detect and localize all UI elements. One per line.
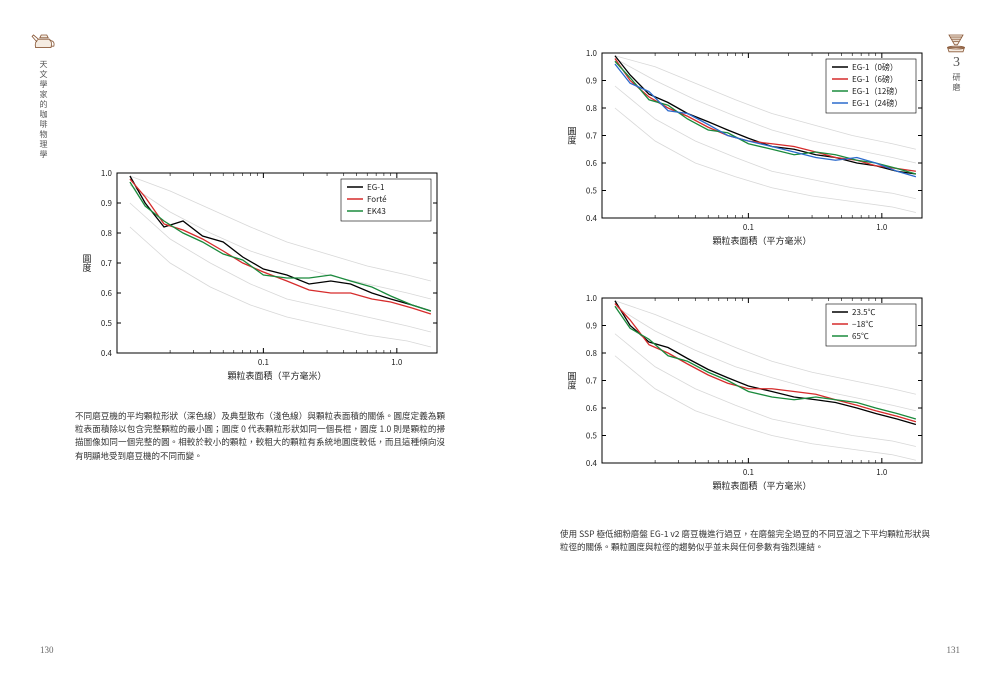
kettle-icon (30, 28, 58, 56)
chart-temperature-comparison: 0.4 0.5 0.6 0.7 0.8 0.9 1.0 0.1 1.0 圓度顆粒表面積（平方毫米）… (560, 290, 930, 495)
svg-text:顆粒表面積（平方毫米）: 顆粒表面積（平方毫米） (712, 234, 811, 247)
svg-text:EG-1（12磅）: EG-1（12磅） (852, 86, 902, 97)
svg-text:0.7: 0.7 (101, 258, 113, 269)
svg-text:0.1: 0.1 (743, 222, 754, 233)
svg-text:0.8: 0.8 (101, 228, 113, 239)
svg-text:0.6: 0.6 (101, 288, 113, 299)
svg-text:1.0: 1.0 (391, 357, 403, 368)
chapter-number: 3 (951, 55, 962, 71)
svg-text:圓度: 圓度 (566, 371, 579, 390)
svg-text:顆粒表面積（平方毫米）: 顆粒表面積（平方毫米） (227, 369, 326, 382)
svg-text:0.1: 0.1 (258, 357, 269, 368)
svg-text:0.6: 0.6 (586, 158, 598, 169)
svg-text:EK43: EK43 (367, 206, 386, 217)
page-right: 3 研磨 0.40.50.60.70.80.91.00.11.0圓度顆粒表面積（… (500, 0, 1000, 677)
chart-grinder-comparison: 0.4 0.5 0.6 0.7 0.8 0.9 1.0 0.1 1.0 圓度顆粒表面積（平方毫米）… (75, 165, 445, 385)
svg-text:65℃: 65℃ (852, 331, 869, 342)
caption-left: 不同磨豆機的平均顆粒形狀（深色線）及典型散布（淺色線）與顆粒表面積的關係。圓度定… (75, 410, 445, 463)
chart-pressure-comparison: 0.4 0.5 0.6 0.7 0.8 0.9 1.0 0.1 1.0 圓度顆粒表面積（平方毫米）… (560, 45, 930, 250)
svg-text:EG-1（6磅）: EG-1（6磅） (852, 74, 898, 85)
svg-text:0.8: 0.8 (586, 348, 598, 359)
chapter-title: 研磨 (951, 73, 962, 93)
svg-text:0.5: 0.5 (101, 318, 112, 329)
svg-text:Forté: Forté (367, 194, 387, 205)
dripper-icon (942, 28, 970, 56)
page-left: 天文學家的咖啡物理學 0.4 0.5 0.6 0.7 0.8 0.9 1.0 0.1 1.0 圓度… (0, 0, 500, 677)
page-number-right: 131 (947, 645, 961, 655)
svg-text:0.4: 0.4 (101, 348, 113, 359)
svg-text:0.5: 0.5 (586, 431, 597, 442)
svg-text:0.9: 0.9 (586, 76, 597, 87)
svg-text:1.0: 1.0 (876, 222, 888, 233)
svg-text:顆粒表面積（平方毫米）: 顆粒表面積（平方毫米） (712, 479, 811, 492)
right-margin: 3 研磨 (951, 55, 962, 96)
svg-text:0.6: 0.6 (586, 403, 598, 414)
svg-text:0.1: 0.1 (743, 467, 754, 478)
svg-text:0.4: 0.4 (586, 213, 598, 224)
svg-text:1.0: 1.0 (101, 168, 113, 179)
svg-text:EG-1（0磅）: EG-1（0磅） (852, 62, 898, 73)
svg-text:0.4: 0.4 (586, 458, 598, 469)
svg-text:EG-1: EG-1 (367, 182, 384, 193)
svg-text:0.8: 0.8 (586, 103, 598, 114)
left-margin-title: 天文學家的咖啡物理學 (38, 60, 49, 160)
svg-text:1.0: 1.0 (586, 48, 598, 59)
caption-right: 使用 SSP 極低細粉磨盤 EG-1 v2 磨豆機進行過豆，在磨盤完全過豆的不同… (560, 528, 930, 554)
svg-text:0.5: 0.5 (586, 186, 597, 197)
page-number-left: 130 (40, 645, 54, 655)
svg-text:0.7: 0.7 (586, 376, 598, 387)
svg-text:1.0: 1.0 (876, 467, 888, 478)
svg-text:圓度: 圓度 (566, 126, 579, 145)
svg-text:0.9: 0.9 (586, 321, 597, 332)
svg-text:0.7: 0.7 (586, 131, 598, 142)
svg-text:−18℃: −18℃ (852, 319, 873, 330)
svg-text:圓度: 圓度 (81, 254, 94, 273)
svg-text:0.9: 0.9 (101, 198, 112, 209)
svg-text:1.0: 1.0 (586, 293, 598, 304)
svg-text:23.5℃: 23.5℃ (852, 307, 876, 318)
svg-text:EG-1（24磅）: EG-1（24磅） (852, 98, 902, 109)
